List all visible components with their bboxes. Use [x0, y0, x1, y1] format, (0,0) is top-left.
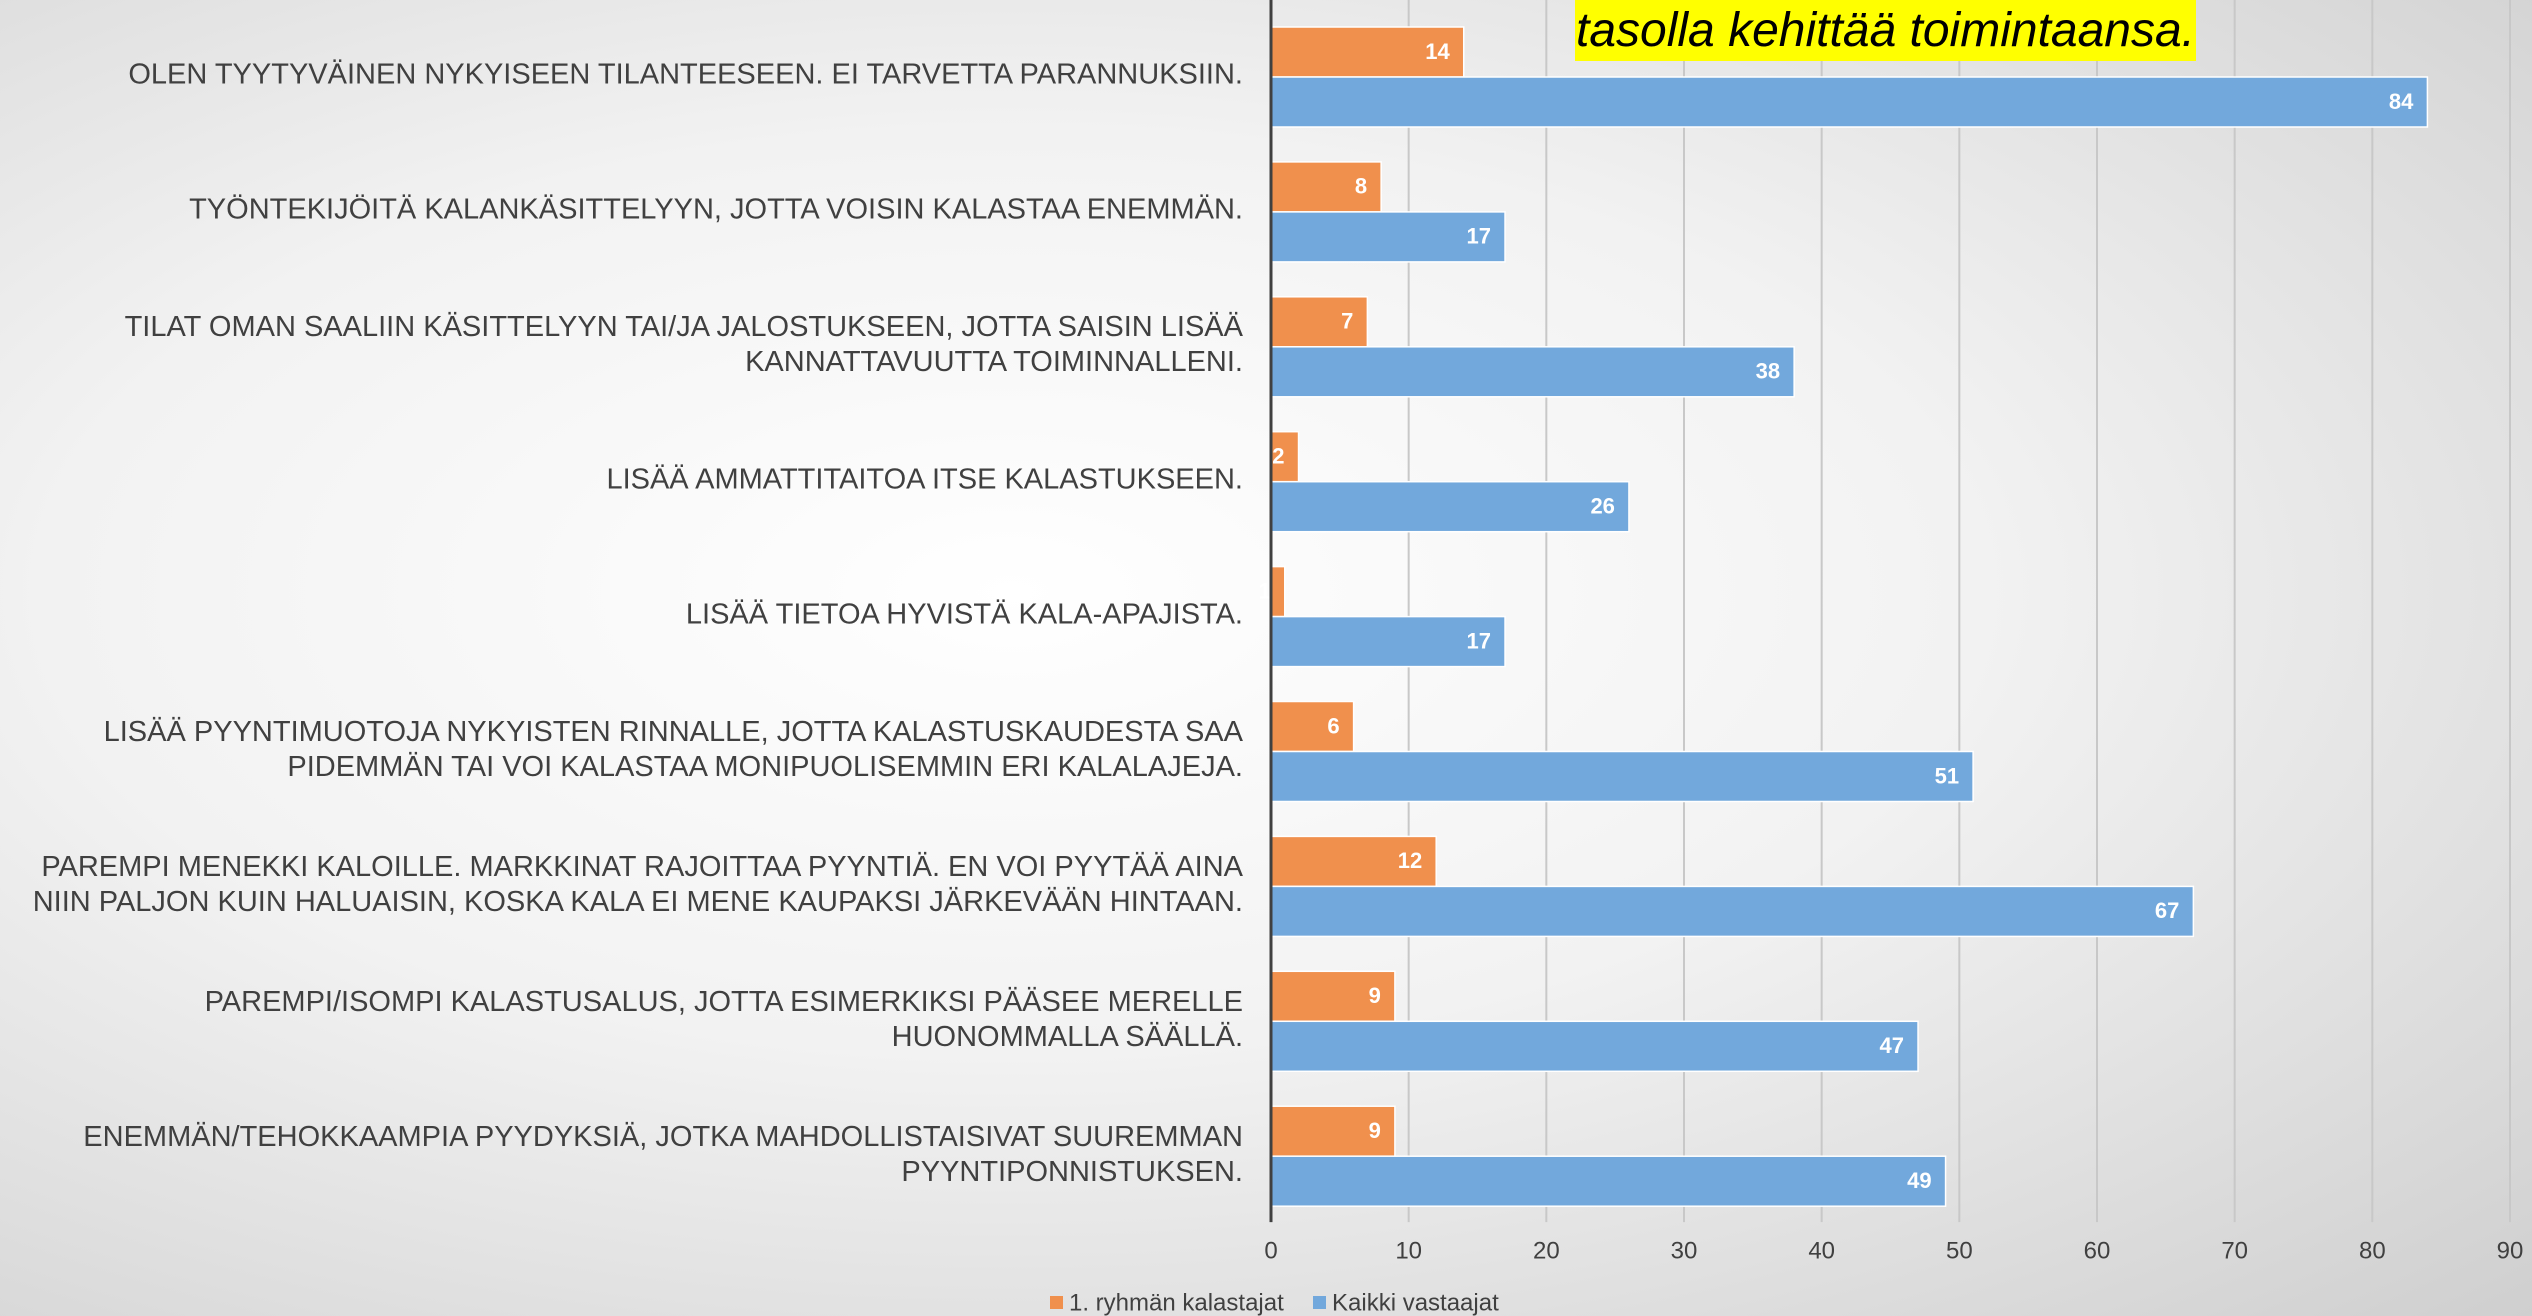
bar — [1270, 296, 1369, 348]
x-tick-label: 80 — [2359, 1237, 2386, 1264]
category-label: ENEMMÄN/TEHOKKAAMPIA PYYDYKSIÄ, JOTKA MA… — [83, 1120, 1243, 1188]
data-label: 17 — [1467, 628, 1491, 653]
category-label: PAREMPI MENEKKI KALOILLE. MARKKINAT RAJO… — [32, 850, 1243, 918]
bar — [1270, 885, 2195, 938]
x-tick-label: 70 — [2221, 1237, 2248, 1264]
legend-swatch — [1050, 1296, 1063, 1309]
bar — [1270, 346, 1795, 398]
data-label: 38 — [1756, 359, 1780, 384]
data-label: 17 — [1467, 224, 1491, 249]
data-label: 49 — [1907, 1168, 1931, 1193]
data-label: 67 — [2155, 898, 2179, 923]
bar — [1270, 750, 1974, 803]
bar — [1270, 1020, 1919, 1073]
data-label: 12 — [1398, 848, 1422, 873]
bar — [1270, 700, 1355, 753]
x-tick-label: 30 — [1671, 1237, 1698, 1264]
data-label: 2 — [1272, 444, 1284, 469]
x-tick-label: 90 — [2497, 1237, 2524, 1264]
x-tick-label: 50 — [1946, 1237, 1973, 1264]
category-label: LISÄÄ AMMATTITAITOA ITSE KALASTUKSEEN. — [606, 463, 1243, 496]
legend-label: Kaikki vastaajat — [1332, 1289, 1499, 1316]
data-label: 26 — [1590, 494, 1614, 519]
data-label: 47 — [1880, 1033, 1904, 1058]
data-label: 14 — [1425, 39, 1450, 64]
chart-title: tasolla kehittää toimintaansa. — [1575, 0, 2196, 61]
data-label: 9 — [1369, 983, 1381, 1008]
legend-swatch — [1313, 1296, 1326, 1309]
x-tick-label: 60 — [2084, 1237, 2111, 1264]
data-label: 6 — [1327, 713, 1339, 738]
category-label: LISÄÄ TIETOA HYVISTÄ KALA-APAJISTA. — [685, 598, 1243, 631]
category-label: TYÖNTEKIJÖITÄ KALANKÄSITTELYYN, JOTTA VO… — [189, 193, 1243, 226]
data-label: 1 — [1259, 578, 1271, 603]
category-label: OLEN TYYTYVÄINEN NYKYISEEN TILANTEESEEN.… — [128, 58, 1243, 91]
x-tick-label: 40 — [1808, 1237, 1835, 1264]
category-label: LISÄÄ PYYNTIMUOTOJA NYKYISTEN RINNALLE, … — [103, 715, 1243, 783]
legend-label: 1. ryhmän kalastajat — [1069, 1289, 1284, 1316]
category-label: PAREMPI/ISOMPI KALASTUSALUS, JOTTA ESIME… — [204, 985, 1243, 1053]
data-label: 51 — [1935, 763, 1959, 788]
bar — [1270, 835, 1437, 888]
x-tick-label: 0 — [1264, 1237, 1277, 1264]
data-label: 9 — [1369, 1118, 1381, 1143]
bar — [1270, 615, 1506, 668]
bar — [1270, 480, 1630, 533]
bar — [1270, 565, 1286, 618]
data-label: 84 — [2389, 89, 2414, 114]
bar — [1270, 26, 1465, 78]
bar — [1270, 1105, 1396, 1157]
data-label: 8 — [1355, 174, 1367, 199]
category-label: TILAT OMAN SAALIIN KÄSITTELYYN TAI/JA JA… — [124, 311, 1243, 379]
x-tick-label: 20 — [1533, 1237, 1560, 1264]
bar — [1270, 211, 1506, 263]
x-tick-label: 10 — [1395, 1237, 1422, 1264]
data-label: 7 — [1341, 309, 1353, 334]
bar — [1270, 76, 2429, 128]
bar — [1270, 1155, 1947, 1207]
